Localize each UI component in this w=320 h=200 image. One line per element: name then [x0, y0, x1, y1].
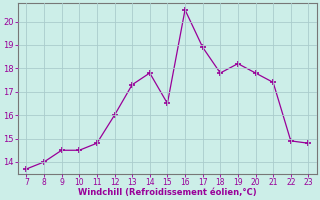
- X-axis label: Windchill (Refroidissement éolien,°C): Windchill (Refroidissement éolien,°C): [78, 188, 257, 197]
